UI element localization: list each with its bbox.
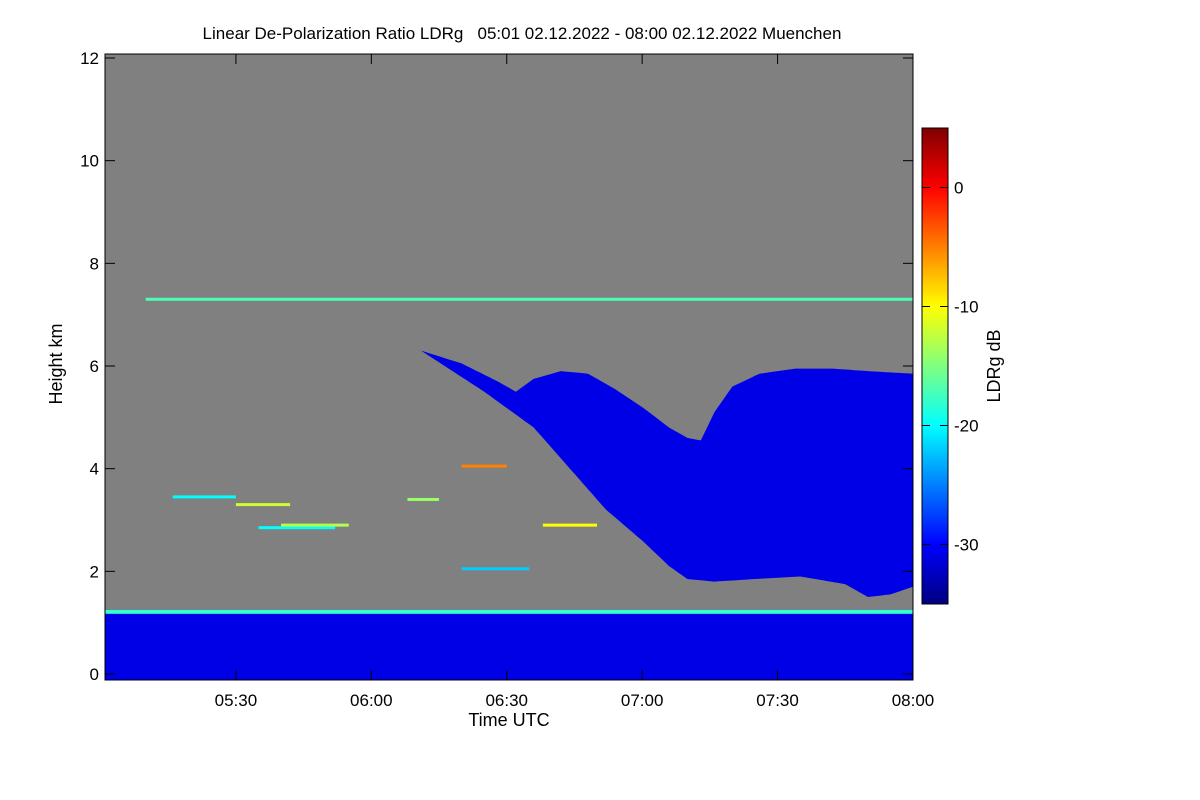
x-tick-label: 07:30 [756, 691, 799, 710]
x-tick-label: 07:00 [621, 691, 664, 710]
x-tick-label: 06:00 [350, 691, 393, 710]
colorbar-tick-label: -10 [954, 298, 979, 317]
chart-title: Linear De-Polarization Ratio LDRg 05:01 … [203, 24, 842, 43]
x-tick-label: 05:30 [215, 691, 258, 710]
colorbar-tick-label: -20 [954, 417, 979, 436]
y-axis-label: Height km [46, 323, 66, 404]
plot-frame [104, 53, 914, 681]
x-tick-label: 08:00 [892, 691, 935, 710]
thin-layer-3 [258, 526, 336, 530]
y-tick-label: 10 [80, 152, 99, 171]
plot-area: 05:30 06:00 06:30 07:00 07:30 08:00 0 2 4 6 8 10 12 [80, 49, 934, 710]
colorbar-tick-label: 0 [954, 179, 963, 198]
thin-layer-0 [145, 297, 913, 301]
y-tick-label: 12 [80, 49, 99, 68]
colorbar-gradient [921, 127, 949, 605]
data-layer [105, 297, 913, 680]
axis-ticks: 05:30 06:00 06:30 07:00 07:30 08:00 0 2 4 6 8 10 12 [80, 49, 934, 710]
colorbar-tick-label: -30 [954, 536, 979, 555]
cloud-region [421, 350, 913, 597]
thin-layer-7 [407, 497, 440, 501]
colorbar-label: LDRg dB [984, 329, 1004, 402]
y-tick-label: 8 [90, 254, 99, 273]
boundary-layer-top [105, 609, 913, 614]
y-tick-label: 2 [90, 562, 99, 581]
colorbar-ticks: 0 -10 -20 -30 [922, 179, 979, 555]
y-tick-label: 4 [90, 460, 99, 479]
thin-layer-6 [461, 464, 507, 468]
plot-background [105, 54, 913, 680]
x-axis-label: Time UTC [468, 710, 549, 730]
colorbar: 0 -10 -20 -30 LDRg dB [921, 127, 1004, 605]
thin-layer-8 [461, 567, 530, 571]
thin-layer-5 [542, 523, 598, 527]
y-tick-label: 6 [90, 357, 99, 376]
boundary-layer [105, 609, 913, 680]
thin-layer-1 [172, 495, 236, 499]
x-tick-label: 06:30 [485, 691, 528, 710]
thin-layer-4 [281, 523, 349, 527]
y-tick-label: 0 [90, 665, 99, 684]
thin-layer-2 [235, 503, 291, 507]
